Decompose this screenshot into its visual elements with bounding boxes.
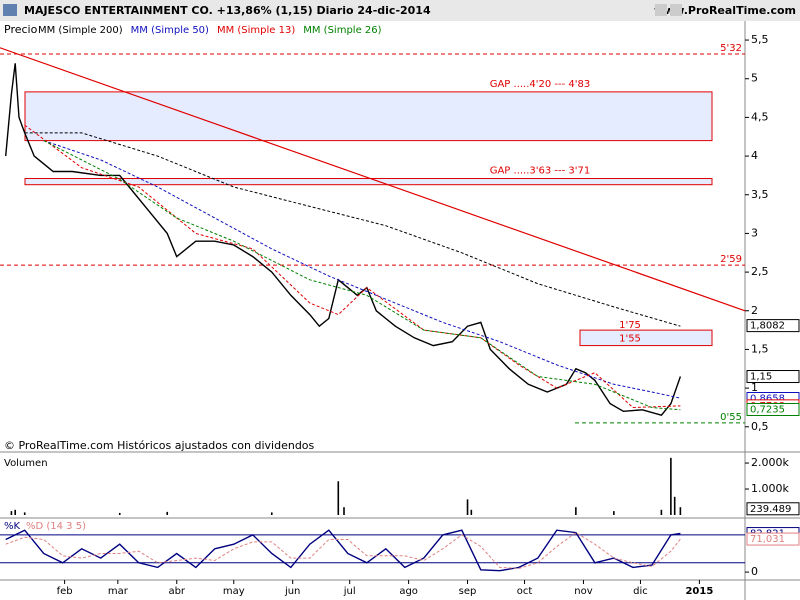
y-tick-label: 5	[751, 72, 758, 85]
zone-label: GAP .....3'63 --- 3'71	[490, 166, 591, 177]
last-value-box	[746, 532, 800, 546]
y-tick-label: 5,5	[751, 33, 769, 46]
bar	[118, 512, 121, 515]
x-tick-label: feb	[57, 586, 73, 597]
y-tick-label: 1	[751, 381, 758, 394]
bar	[270, 512, 273, 515]
last-value-label: 0,8658	[750, 394, 785, 405]
y-tick-label: 2.000k	[751, 456, 789, 469]
series-line	[43, 140, 681, 411]
y-tick-label: 0,5	[751, 420, 769, 433]
legend-item: MM (Simple 50)	[131, 25, 209, 36]
gap-zone	[579, 329, 713, 347]
last-value-label: 1,8082	[750, 321, 785, 332]
series-line	[5, 529, 681, 572]
window-button[interactable]	[670, 4, 682, 16]
bar	[466, 499, 469, 515]
last-value-box	[746, 502, 800, 516]
x-tick-label: abr	[168, 586, 185, 597]
y-tick-label: 1.000k	[751, 482, 789, 495]
y-tick-label: 1,5	[751, 342, 769, 355]
y-tick-label: 2,5	[751, 265, 769, 278]
zone-label: 1'75	[619, 320, 641, 331]
legend-item: Precio	[4, 23, 38, 36]
bar	[23, 512, 26, 515]
y-tick-label: 4,5	[751, 110, 769, 123]
bar	[14, 509, 17, 515]
x-tick-label: mar	[108, 586, 129, 597]
y-tick-label: 3,5	[751, 188, 769, 201]
series-line	[24, 124, 681, 409]
window-button[interactable]	[655, 4, 667, 16]
legend-item: MM (Simple 200)	[38, 25, 123, 36]
last-value-label: 71,031	[750, 534, 785, 545]
trend-line	[0, 47, 746, 312]
bar	[470, 509, 473, 515]
x-tick-label: ago	[399, 586, 418, 597]
bar	[670, 457, 672, 515]
icon	[3, 4, 17, 16]
x-tick-label: may	[223, 586, 245, 597]
last-value-label: 1,15	[750, 372, 772, 383]
last-value-box	[746, 319, 800, 333]
gap-zone	[24, 178, 713, 186]
header-site: www.ProRealTime.com	[654, 4, 796, 17]
y-tick-label: 3	[751, 226, 758, 239]
gap-zone	[24, 91, 713, 142]
last-value-box	[746, 403, 800, 417]
credit: © ProRealTime.com Históricos ajustados c…	[4, 439, 315, 452]
level-label: 0'55	[720, 412, 742, 423]
bar	[166, 511, 169, 515]
x-tick-label: 2015	[685, 586, 713, 597]
bar	[660, 509, 663, 515]
x-tick-label: jul	[343, 586, 356, 597]
header-bar	[0, 0, 800, 21]
last-value-box	[746, 370, 800, 384]
series-line	[43, 140, 681, 399]
bar	[679, 507, 682, 515]
bar	[673, 496, 676, 515]
bar	[613, 511, 615, 515]
legend-item: MM (Simple 13)	[217, 25, 295, 36]
zone-label: 1'55	[619, 334, 641, 345]
series-line	[5, 531, 681, 569]
zone-label: GAP .....4'20 --- 4'83	[490, 79, 591, 90]
y-tick-label: 2	[751, 304, 758, 317]
x-tick-label: sep	[459, 586, 477, 597]
x-tick-label: jun	[284, 586, 300, 597]
bar	[10, 511, 13, 515]
x-tick-label: dic	[633, 586, 648, 597]
last-value-label: 239.489	[750, 504, 791, 515]
level-label: 5'32	[720, 43, 742, 54]
header-title: MAJESCO ENTERTAINMENT CO. +13,86% (1,15)…	[24, 4, 431, 17]
y-tick-label: 0	[751, 565, 758, 578]
legend-item: MM (Simple 26)	[303, 25, 381, 36]
x-tick-label: nov	[574, 586, 592, 597]
x-tick-label: oct	[517, 586, 533, 597]
bar	[343, 507, 345, 515]
panel-title: Volumen	[4, 458, 48, 469]
level-label: 2'59	[720, 254, 742, 265]
bar	[575, 507, 577, 515]
bar	[337, 481, 340, 515]
panel-title: %D (14 3 5)	[26, 521, 86, 532]
series-line	[24, 132, 681, 327]
panel-title: %K	[4, 521, 21, 532]
last-value-label: 0,7235	[750, 405, 785, 416]
y-tick-label: 4	[751, 149, 758, 162]
